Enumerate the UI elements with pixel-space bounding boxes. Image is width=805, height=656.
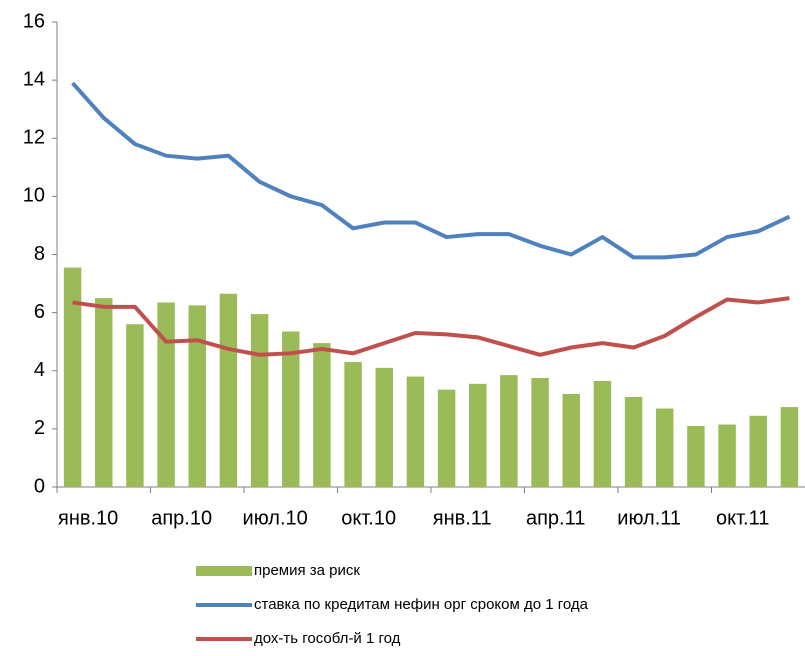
bar <box>95 298 113 487</box>
bar <box>624 396 643 487</box>
y-tick-label: 2 <box>34 417 45 439</box>
bar <box>687 425 705 487</box>
bar <box>531 378 549 487</box>
x-tick-label: окт.11 <box>716 507 769 529</box>
bar <box>562 394 580 487</box>
legend-swatch <box>196 566 252 576</box>
y-tick-label: 10 <box>23 185 45 207</box>
bar <box>718 424 736 487</box>
bar <box>500 375 518 487</box>
bar <box>593 380 612 487</box>
bar <box>282 331 300 487</box>
bar <box>63 267 82 487</box>
legend-label: ставка по кредитам нефин орг сроком до 1… <box>254 596 589 613</box>
bar <box>375 367 393 487</box>
bar <box>219 293 238 487</box>
y-tick-label: 16 <box>23 10 45 32</box>
x-tick-label: янв.10 <box>58 507 118 529</box>
y-tick-label: 4 <box>34 359 45 381</box>
bar <box>656 408 674 487</box>
y-tick-label: 6 <box>34 301 45 323</box>
x-tick-label: июл.10 <box>243 507 308 529</box>
bar <box>188 305 206 487</box>
y-tick-label: 8 <box>34 243 45 265</box>
bar <box>780 407 799 487</box>
x-tick-label: янв.11 <box>433 507 492 529</box>
bar <box>344 362 362 487</box>
line <box>72 296 790 357</box>
y-tick-label: 14 <box>23 68 45 90</box>
bar <box>157 302 175 487</box>
bar <box>250 314 269 487</box>
x-tick-label: апр.11 <box>526 507 585 529</box>
bar <box>126 324 144 487</box>
x-tick-label: апр.10 <box>151 507 212 529</box>
x-tick-label: окт.10 <box>341 507 396 529</box>
line <box>71 81 791 260</box>
bar <box>313 343 331 487</box>
y-tick-label: 12 <box>23 127 45 149</box>
bar <box>469 383 487 487</box>
bar <box>406 376 425 487</box>
y-tick-label: 0 <box>34 475 45 497</box>
bar <box>749 415 767 487</box>
legend-label: премия за риск <box>254 562 360 579</box>
legend-label: дох-ть гособл-й 1 год <box>254 630 401 647</box>
x-tick-label: июл.11 <box>617 507 681 529</box>
bar <box>437 389 456 487</box>
